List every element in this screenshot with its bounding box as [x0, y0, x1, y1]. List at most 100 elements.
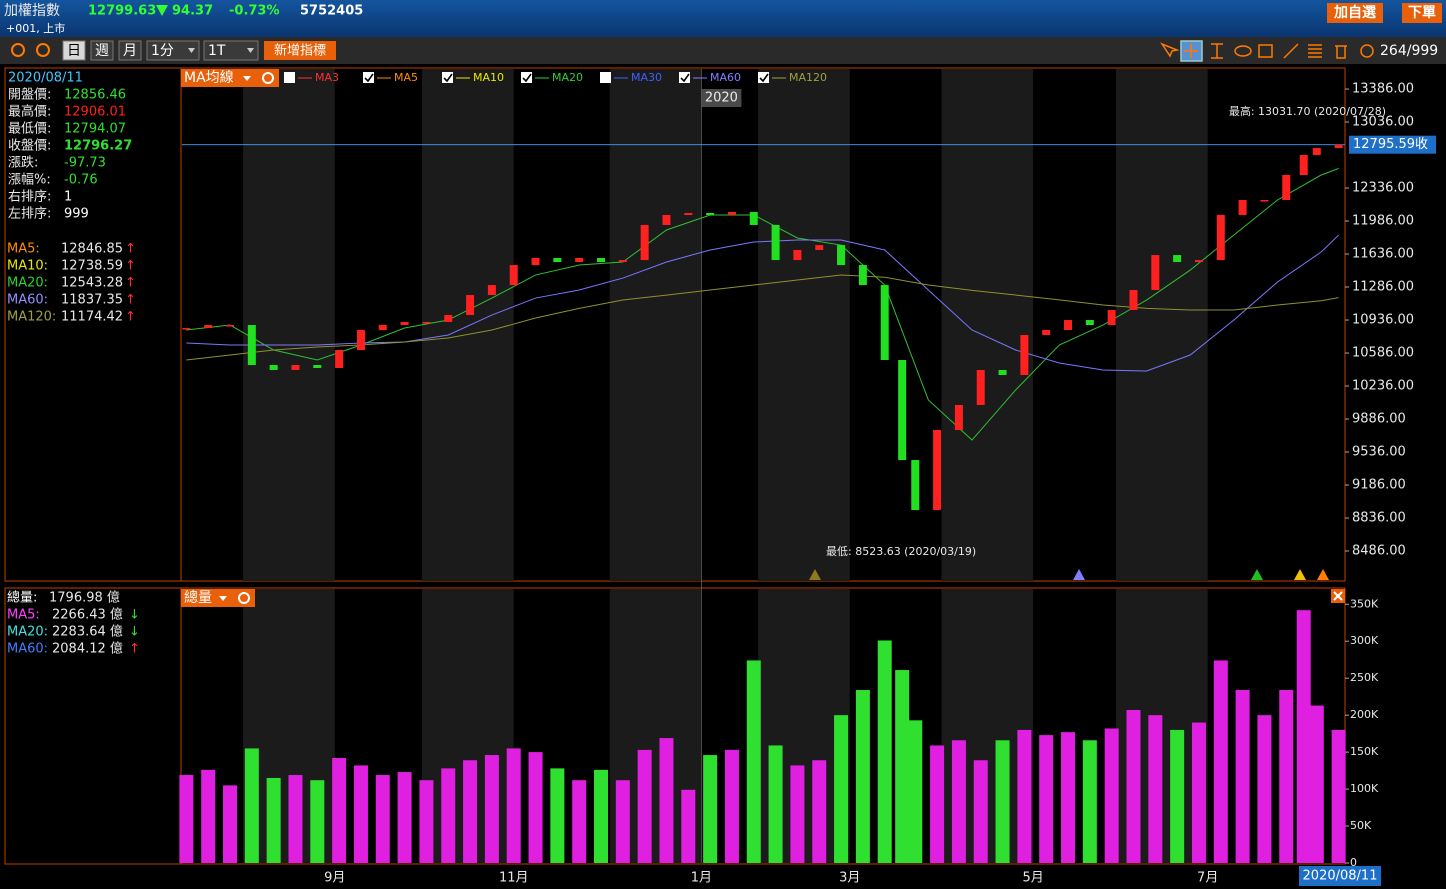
- watch-button[interactable]: [1327, 3, 1383, 23]
- volume-bar: [877, 640, 892, 863]
- ma-checkbox[interactable]: [284, 72, 295, 83]
- volume-bar: [1148, 715, 1163, 863]
- check-mark: [443, 73, 453, 83]
- candle: [444, 315, 453, 323]
- ma-checkbox[interactable]: [758, 72, 769, 83]
- period-label: 週: [95, 43, 109, 59]
- delete-tool[interactable]: [1335, 45, 1347, 59]
- volume-bar: [951, 740, 966, 863]
- y-tick-label: 8486.00: [1352, 544, 1406, 559]
- candle: [837, 245, 846, 266]
- volume-bar: [1257, 715, 1272, 863]
- volume-bar: [1170, 729, 1185, 863]
- candle: [313, 364, 322, 369]
- candle: [1299, 155, 1308, 176]
- volume-menu[interactable]: [181, 589, 255, 607]
- volume-bar: [790, 765, 805, 863]
- ma-checkbox[interactable]: [600, 72, 611, 83]
- y-tick-label: 250K: [1350, 671, 1379, 684]
- period-button[interactable]: [90, 40, 114, 61]
- month-stripe: [941, 69, 1034, 581]
- candle: [1260, 199, 1269, 202]
- check-mark: [759, 73, 769, 83]
- volume-info-value: 2266.43 億: [52, 607, 123, 623]
- ma-checkbox[interactable]: [442, 72, 453, 83]
- zoom-in[interactable]: [11, 43, 25, 57]
- candle: [531, 257, 540, 266]
- info-value: 12796.27: [64, 139, 132, 154]
- recycle-tool[interactable]: [1360, 44, 1374, 58]
- y-tick-label: 9886.00: [1352, 412, 1406, 427]
- y-tick-label: 300K: [1350, 634, 1379, 647]
- volume-bar: [375, 775, 390, 863]
- info-label: 右排序:: [8, 190, 51, 205]
- ma-checkbox[interactable]: [363, 72, 374, 83]
- add-indicator-label: 新增指標: [274, 43, 326, 59]
- candle: [226, 325, 235, 327]
- volume-info-value: 1796.98 億: [49, 590, 120, 606]
- period-button[interactable]: [203, 40, 259, 61]
- ellipse-tool[interactable]: [1234, 45, 1252, 57]
- ma-arrow: ↑: [125, 293, 136, 308]
- volume-bar: [659, 738, 674, 863]
- settings-icon[interactable]: [262, 72, 274, 84]
- ma-arrow: ↑: [125, 310, 136, 325]
- settings-icon[interactable]: [238, 592, 250, 604]
- volume-info-label: MA5:: [7, 608, 40, 623]
- volume-bar: [1082, 740, 1097, 863]
- volume-bar: [895, 670, 910, 863]
- y-tick-label: 0: [1350, 856, 1357, 869]
- ma-arrow: ↑: [125, 259, 136, 274]
- info-value: 12856.46: [64, 88, 126, 103]
- line-tool[interactable]: [1283, 43, 1299, 59]
- period-label: 1分: [151, 43, 174, 59]
- volume-info-label: MA60:: [7, 642, 48, 657]
- candle: [1334, 144, 1343, 149]
- low-annotation: 最低: 8523.63 (2020/03/19): [826, 545, 976, 558]
- info-label: 開盤價:: [8, 88, 51, 103]
- volume-bar: [855, 690, 870, 863]
- volume-bar: [179, 775, 194, 863]
- zoom-out[interactable]: [36, 43, 50, 57]
- change-pct: -0.73%: [229, 4, 280, 19]
- ma-menu-label: MA均線: [184, 70, 234, 86]
- info-label: 收盤價:: [8, 139, 51, 154]
- y-tick-label: 50K: [1350, 819, 1372, 832]
- month-stripe: [243, 69, 335, 581]
- fib-tool[interactable]: [1308, 44, 1322, 58]
- candle: [793, 249, 802, 261]
- ma-menu[interactable]: [181, 69, 279, 87]
- ma-checkbox[interactable]: [679, 72, 690, 83]
- volume-bar: [1039, 735, 1054, 863]
- order-button[interactable]: [1402, 3, 1442, 23]
- period-label: 1T: [208, 43, 226, 59]
- volume-bar: [724, 749, 739, 863]
- crosshair-icon: [1184, 44, 1198, 58]
- ma-value: 11837.35: [61, 293, 123, 308]
- candle: [662, 214, 671, 225]
- candle: [575, 257, 584, 263]
- volume-bar: [266, 777, 281, 863]
- signal-marker: [1073, 569, 1085, 580]
- pointer-tool[interactable]: [1160, 42, 1180, 58]
- candle: [269, 364, 278, 370]
- period-button[interactable]: [62, 40, 86, 61]
- ma-checkbox[interactable]: [521, 72, 532, 83]
- watch-label: 加自選: [1333, 4, 1376, 21]
- year-label: 2020: [705, 91, 738, 106]
- rect-tool[interactable]: [1258, 44, 1273, 58]
- period-button[interactable]: [118, 40, 142, 61]
- ma-arrow: ↑: [125, 242, 136, 257]
- candle: [400, 322, 409, 326]
- title: 加權指數: [4, 3, 60, 19]
- ma-value: 12846.85: [61, 242, 123, 257]
- volume-bar: [463, 760, 478, 863]
- add-indicator[interactable]: [264, 41, 336, 60]
- ma-arrow: ↑: [125, 276, 136, 291]
- y-tick-label: 10586.00: [1352, 346, 1414, 361]
- volume-bar: [397, 772, 412, 863]
- vline-tool[interactable]: [1211, 43, 1223, 59]
- ma-legend-label: MA20: [552, 71, 583, 84]
- ma-value: 12738.59: [61, 259, 123, 274]
- period-button[interactable]: [146, 40, 200, 61]
